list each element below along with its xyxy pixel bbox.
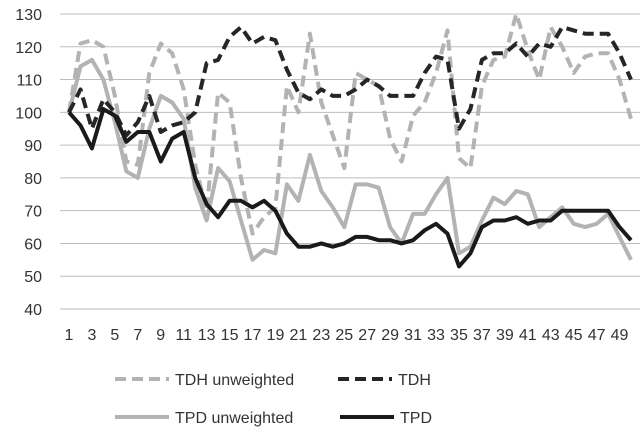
legend-label: TDH unweighted xyxy=(175,372,294,389)
x-tick-label: 45 xyxy=(565,327,583,344)
x-tick-label: 17 xyxy=(244,327,262,344)
y-tick-label: 40 xyxy=(24,302,42,319)
y-tick-label: 90 xyxy=(24,138,42,155)
x-tick-label: 47 xyxy=(588,327,606,344)
y-tick-label: 130 xyxy=(15,7,42,24)
gridlines xyxy=(60,13,640,310)
y-tick-label: 100 xyxy=(15,105,42,122)
x-tick-label: 7 xyxy=(133,327,142,344)
y-tick-label: 110 xyxy=(16,73,42,90)
x-tick-label: 15 xyxy=(221,327,239,344)
y-axis-tick-labels: 40 50 60 70 80 90 100 110 120 130 xyxy=(15,7,42,319)
y-tick-label: 80 xyxy=(24,171,42,188)
x-tick-label: 49 xyxy=(611,327,629,344)
y-tick-label: 70 xyxy=(24,204,42,221)
x-tick-label: 41 xyxy=(519,327,537,344)
series-line-tdh xyxy=(67,25,633,138)
x-tick-label: 5 xyxy=(110,327,119,344)
x-tick-label: 39 xyxy=(496,327,514,344)
x-tick-label: 23 xyxy=(312,327,330,344)
series-lines xyxy=(67,12,633,269)
x-tick-label: 9 xyxy=(156,327,165,344)
series-line-tpd xyxy=(67,107,633,269)
x-tick-label: 33 xyxy=(427,327,445,344)
x-tick-label: 25 xyxy=(335,327,353,344)
x-tick-label: 19 xyxy=(267,327,285,344)
x-tick-label: 43 xyxy=(542,327,560,344)
series-line-tpd-unweighted xyxy=(67,57,633,262)
x-tick-label: 27 xyxy=(358,327,376,344)
x-tick-label: 3 xyxy=(87,327,96,344)
legend: TDH unweighted TDH TPD unweighted TPD xyxy=(115,372,432,427)
x-tick-label: 21 xyxy=(289,327,307,344)
x-axis-tick-labels: 1 3 5 7 9 11 13 15 17 19 21 23 25 27 29 31 33 35 37 39 41 43 4… xyxy=(65,327,629,344)
x-tick-label: 35 xyxy=(450,327,468,344)
x-tick-label: 37 xyxy=(473,327,491,344)
y-tick-label: 50 xyxy=(24,269,42,286)
x-tick-label: 11 xyxy=(175,327,192,344)
x-tick-label: 29 xyxy=(381,327,399,344)
legend-label: TPD xyxy=(400,410,432,427)
legend-label: TDH xyxy=(398,372,431,389)
x-tick-label: 1 xyxy=(65,327,74,344)
y-tick-label: 60 xyxy=(24,236,42,253)
legend-label: TPD unweighted xyxy=(175,410,293,427)
series-line-tdh-unweighted xyxy=(67,12,633,236)
x-tick-label: 13 xyxy=(198,327,216,344)
y-tick-label: 120 xyxy=(15,40,42,57)
x-tick-label: 31 xyxy=(404,327,422,344)
